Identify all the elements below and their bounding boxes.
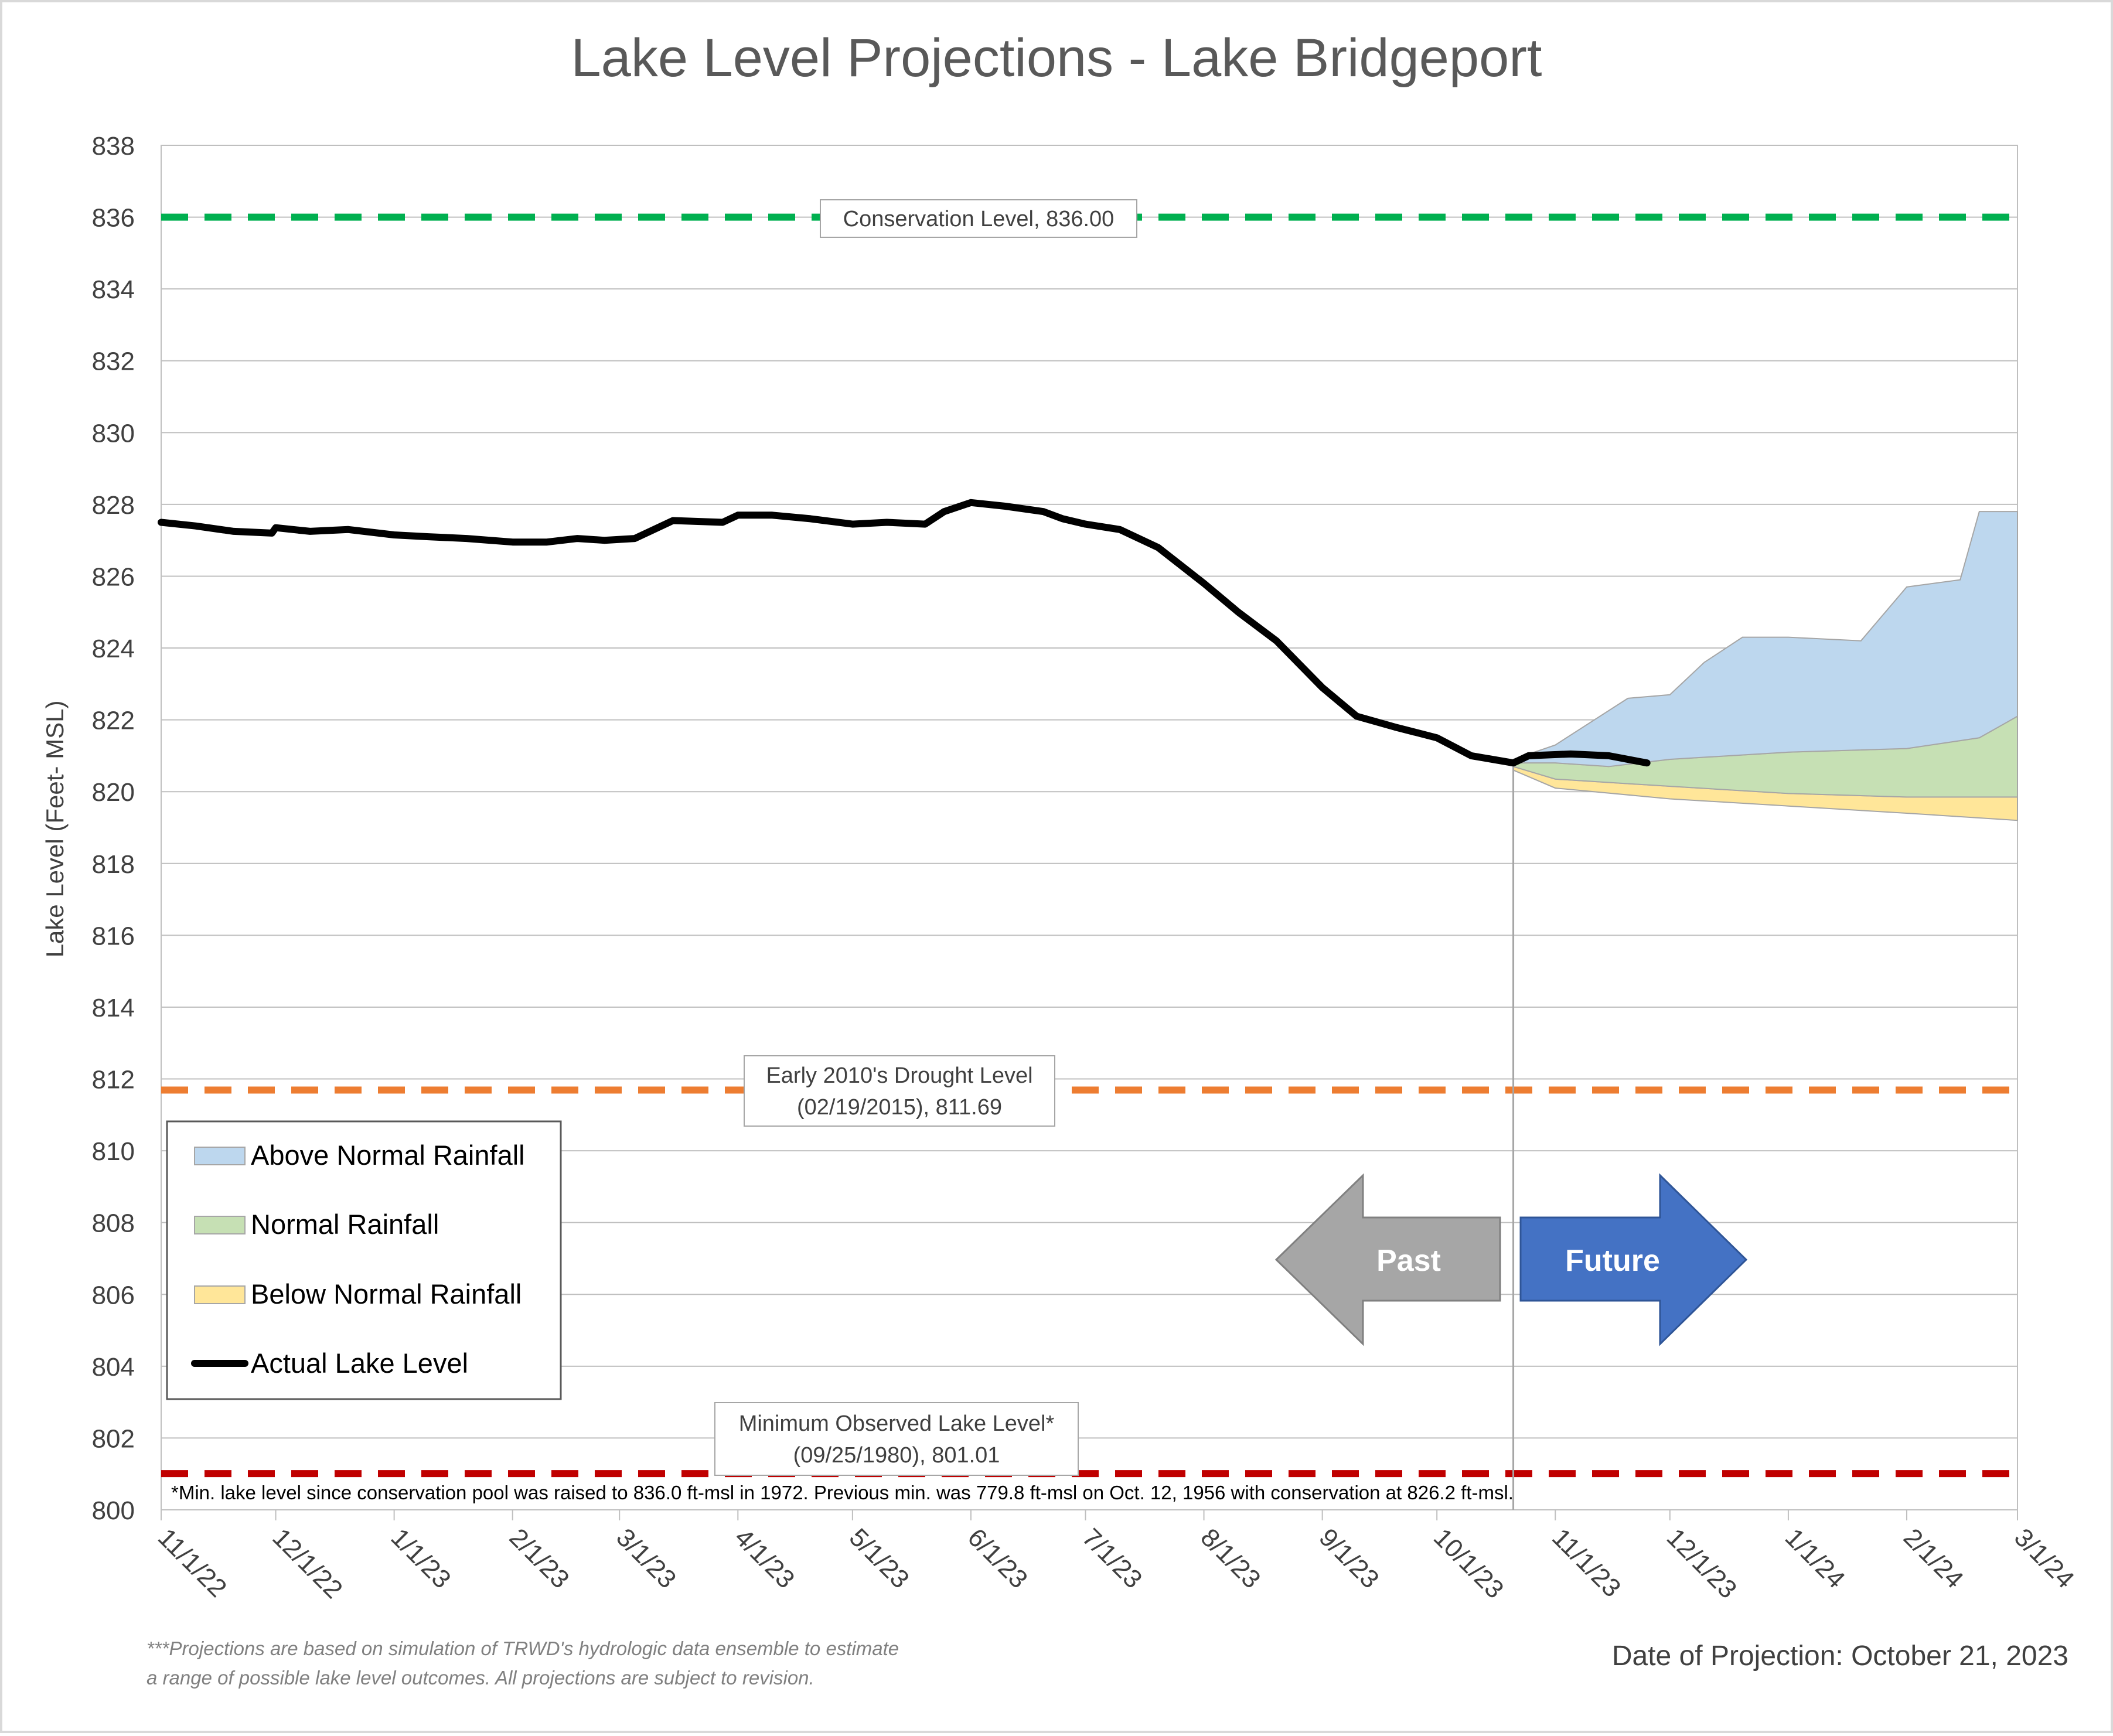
above-normal-rainfallband <box>1512 511 2018 768</box>
y-tick-label: 814 <box>92 994 135 1022</box>
band-layer <box>1512 511 2018 821</box>
plot-area-border <box>161 145 2018 1510</box>
y-tick-label: 830 <box>92 419 135 448</box>
drought-callout-box <box>744 1055 1055 1127</box>
y-tick-label: 824 <box>92 635 135 663</box>
y-tick-label: 838 <box>92 132 135 161</box>
refline-layer: Conservation Level, 836.00 Early 2010's D… <box>161 199 2017 1478</box>
future-arrow-label: Future <box>1565 1244 1660 1278</box>
y-tick-label: 818 <box>92 850 135 879</box>
legend-swatch <box>194 1147 246 1165</box>
y-tick-label: 836 <box>92 204 135 233</box>
y-tick-label: 800 <box>92 1496 135 1525</box>
minimum-callout-text: Minimum Observed Lake Level* <box>739 1411 1055 1436</box>
footnote: *Min. lake level since conservation pool… <box>171 1482 1514 1503</box>
y-tick-label: 812 <box>92 1066 135 1094</box>
y-tick-label: 816 <box>92 922 135 950</box>
legend-swatch <box>194 1285 246 1304</box>
future-arrow <box>1519 1173 1748 1346</box>
y-tick-label: 802 <box>92 1424 135 1453</box>
legend-label: Below Normal Rainfall <box>251 1278 522 1309</box>
past-arrow <box>1274 1173 1501 1346</box>
y-tick-label: 804 <box>92 1353 135 1382</box>
y-tick-label: 834 <box>92 275 135 304</box>
y-tick-label: 822 <box>92 707 135 735</box>
legend-box <box>166 1120 562 1400</box>
actual-lake-level-line <box>158 499 1651 767</box>
drought-callout-text: Early 2010's Drought Level <box>766 1063 1032 1088</box>
legend-label: Actual Lake Level <box>251 1348 468 1379</box>
y-tick-label: 828 <box>92 491 135 520</box>
minimum-callout-box <box>714 1402 1079 1476</box>
y-tick-label: 820 <box>92 778 135 807</box>
y-tick-label: 808 <box>92 1209 135 1238</box>
chart-title: Lake Level Projections - Lake Bridgeport <box>571 28 1542 88</box>
legend-label: Above Normal Rainfall <box>251 1140 525 1171</box>
disclaimer-line-2: a range of possible lake level outcomes.… <box>146 1667 814 1689</box>
conservation-callout-box <box>820 199 1137 238</box>
y-tick-label: 810 <box>92 1137 135 1166</box>
drought-callout-text: (02/19/2015), 811.69 <box>797 1095 1002 1120</box>
arrow-layer: Past Future <box>1274 1173 1748 1346</box>
past-arrow-label: Past <box>1376 1244 1441 1278</box>
disclaimer-line-1: ***Projections are based on simulation o… <box>146 1638 899 1659</box>
y-tick-label: 832 <box>92 347 135 376</box>
conservation-callout-text: Conservation Level, 836.00 <box>843 207 1115 231</box>
line-layer <box>158 499 1651 1510</box>
projection-date: Date of Projection: October 21, 2023 <box>1612 1640 2068 1672</box>
legend-label: Normal Rainfall <box>251 1209 439 1240</box>
legend-layer: Above Normal Rainfall Normal Rainfall Belo… <box>166 1120 562 1400</box>
y-axis-label: Lake Level (Feet- MSL) <box>41 701 69 958</box>
legend-swatch <box>194 1216 246 1234</box>
y-tick-label: 826 <box>92 562 135 591</box>
y-tick-label: 806 <box>92 1281 135 1309</box>
minimum-callout-text: (09/25/1980), 801.01 <box>793 1443 1000 1468</box>
